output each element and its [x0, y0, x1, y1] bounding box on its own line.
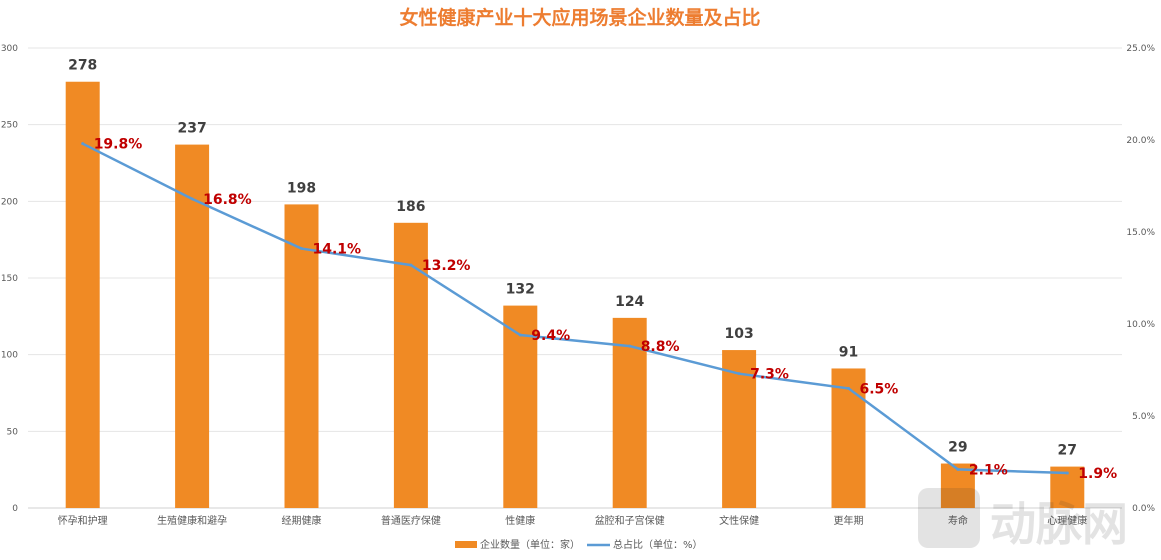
- line-point: [300, 247, 303, 251]
- line-point: [518, 333, 522, 337]
- percent-label: 8.8%: [641, 339, 680, 355]
- watermark-text: 动脉网: [990, 497, 1128, 551]
- y-left-tick-label: 300: [1, 44, 18, 54]
- bar-value-label: 132: [506, 282, 535, 298]
- bar-value-label: 27: [1058, 443, 1077, 459]
- y-left-tick-label: 50: [7, 427, 19, 437]
- bar: [503, 305, 538, 508]
- percent-line: [82, 142, 1068, 475]
- legend-bar-label: 企业数量（单位：家）: [480, 538, 580, 551]
- bar-value-label: 186: [396, 199, 425, 215]
- percent-label: 7.3%: [750, 367, 789, 383]
- x-category-label: 盆腔和子宫保健: [595, 514, 665, 527]
- x-category-label: 更年期: [834, 514, 864, 527]
- watermark-logo: 动脉网: [918, 488, 1128, 551]
- bar: [65, 81, 100, 508]
- legend-bar-swatch: [455, 541, 477, 548]
- y-right-tick-label: 0.0%: [1132, 504, 1155, 514]
- x-category-label: 文性保健: [719, 514, 759, 527]
- line-point: [81, 142, 85, 146]
- percent-label: 2.1%: [969, 462, 1008, 478]
- bar: [393, 222, 428, 509]
- x-category-label: 心理健康: [1047, 514, 1087, 527]
- bar-value-label: 198: [287, 180, 316, 196]
- bar-value-label: 278: [68, 58, 97, 74]
- percent-label: 19.8%: [94, 137, 143, 153]
- line-point: [409, 263, 413, 267]
- bar-value-label: 29: [948, 440, 967, 456]
- y-right-tick-label: 15.0%: [1126, 228, 1155, 238]
- bar: [284, 204, 319, 508]
- percent-label: 9.4%: [531, 328, 570, 344]
- x-category-label: 怀孕和护理: [58, 514, 108, 527]
- bar-value-label: 91: [839, 344, 858, 360]
- percent-label: 1.9%: [1078, 466, 1117, 482]
- y-left-tick-label: 250: [1, 121, 18, 131]
- chart-title: 女性健康产业十大应用场景企业数量及占比: [399, 6, 760, 29]
- line-point: [628, 344, 632, 348]
- y-right-tick-label: 25.0%: [1126, 44, 1155, 54]
- y-left-tick-label: 100: [1, 351, 18, 361]
- y-left-tick-label: 200: [1, 197, 18, 207]
- x-category-label: 性健康: [505, 514, 535, 527]
- bar-value-label: 237: [177, 121, 206, 137]
- percent-label: 6.5%: [860, 381, 899, 397]
- y-left-tick-label: 0: [12, 504, 18, 514]
- x-category-label: 普通医疗保健: [381, 514, 441, 527]
- percent-label: 16.8%: [203, 192, 252, 208]
- bar: [831, 368, 866, 508]
- bar-value-label: 103: [724, 326, 753, 342]
- percent-label: 13.2%: [422, 258, 471, 274]
- y-left-tick-label: 150: [1, 274, 18, 284]
- y-right-tick-label: 10.0%: [1126, 320, 1155, 330]
- line-point: [190, 197, 194, 201]
- line-point: [956, 467, 960, 471]
- y-right-tick-label: 5.0%: [1132, 412, 1155, 422]
- x-category-label: 生殖健康和避孕: [157, 514, 227, 527]
- legend-line-label: 总占比（单位：%）: [613, 538, 703, 551]
- percent-label: 14.1%: [313, 242, 362, 258]
- y-right-tick-label: 20.0%: [1126, 136, 1155, 146]
- x-category-label: 经期健康: [282, 514, 322, 527]
- x-category-label: 寿命: [948, 514, 968, 527]
- line-point: [1065, 471, 1069, 475]
- line-point: [737, 372, 741, 376]
- bar-value-label: 124: [615, 294, 644, 310]
- line-point: [847, 386, 850, 390]
